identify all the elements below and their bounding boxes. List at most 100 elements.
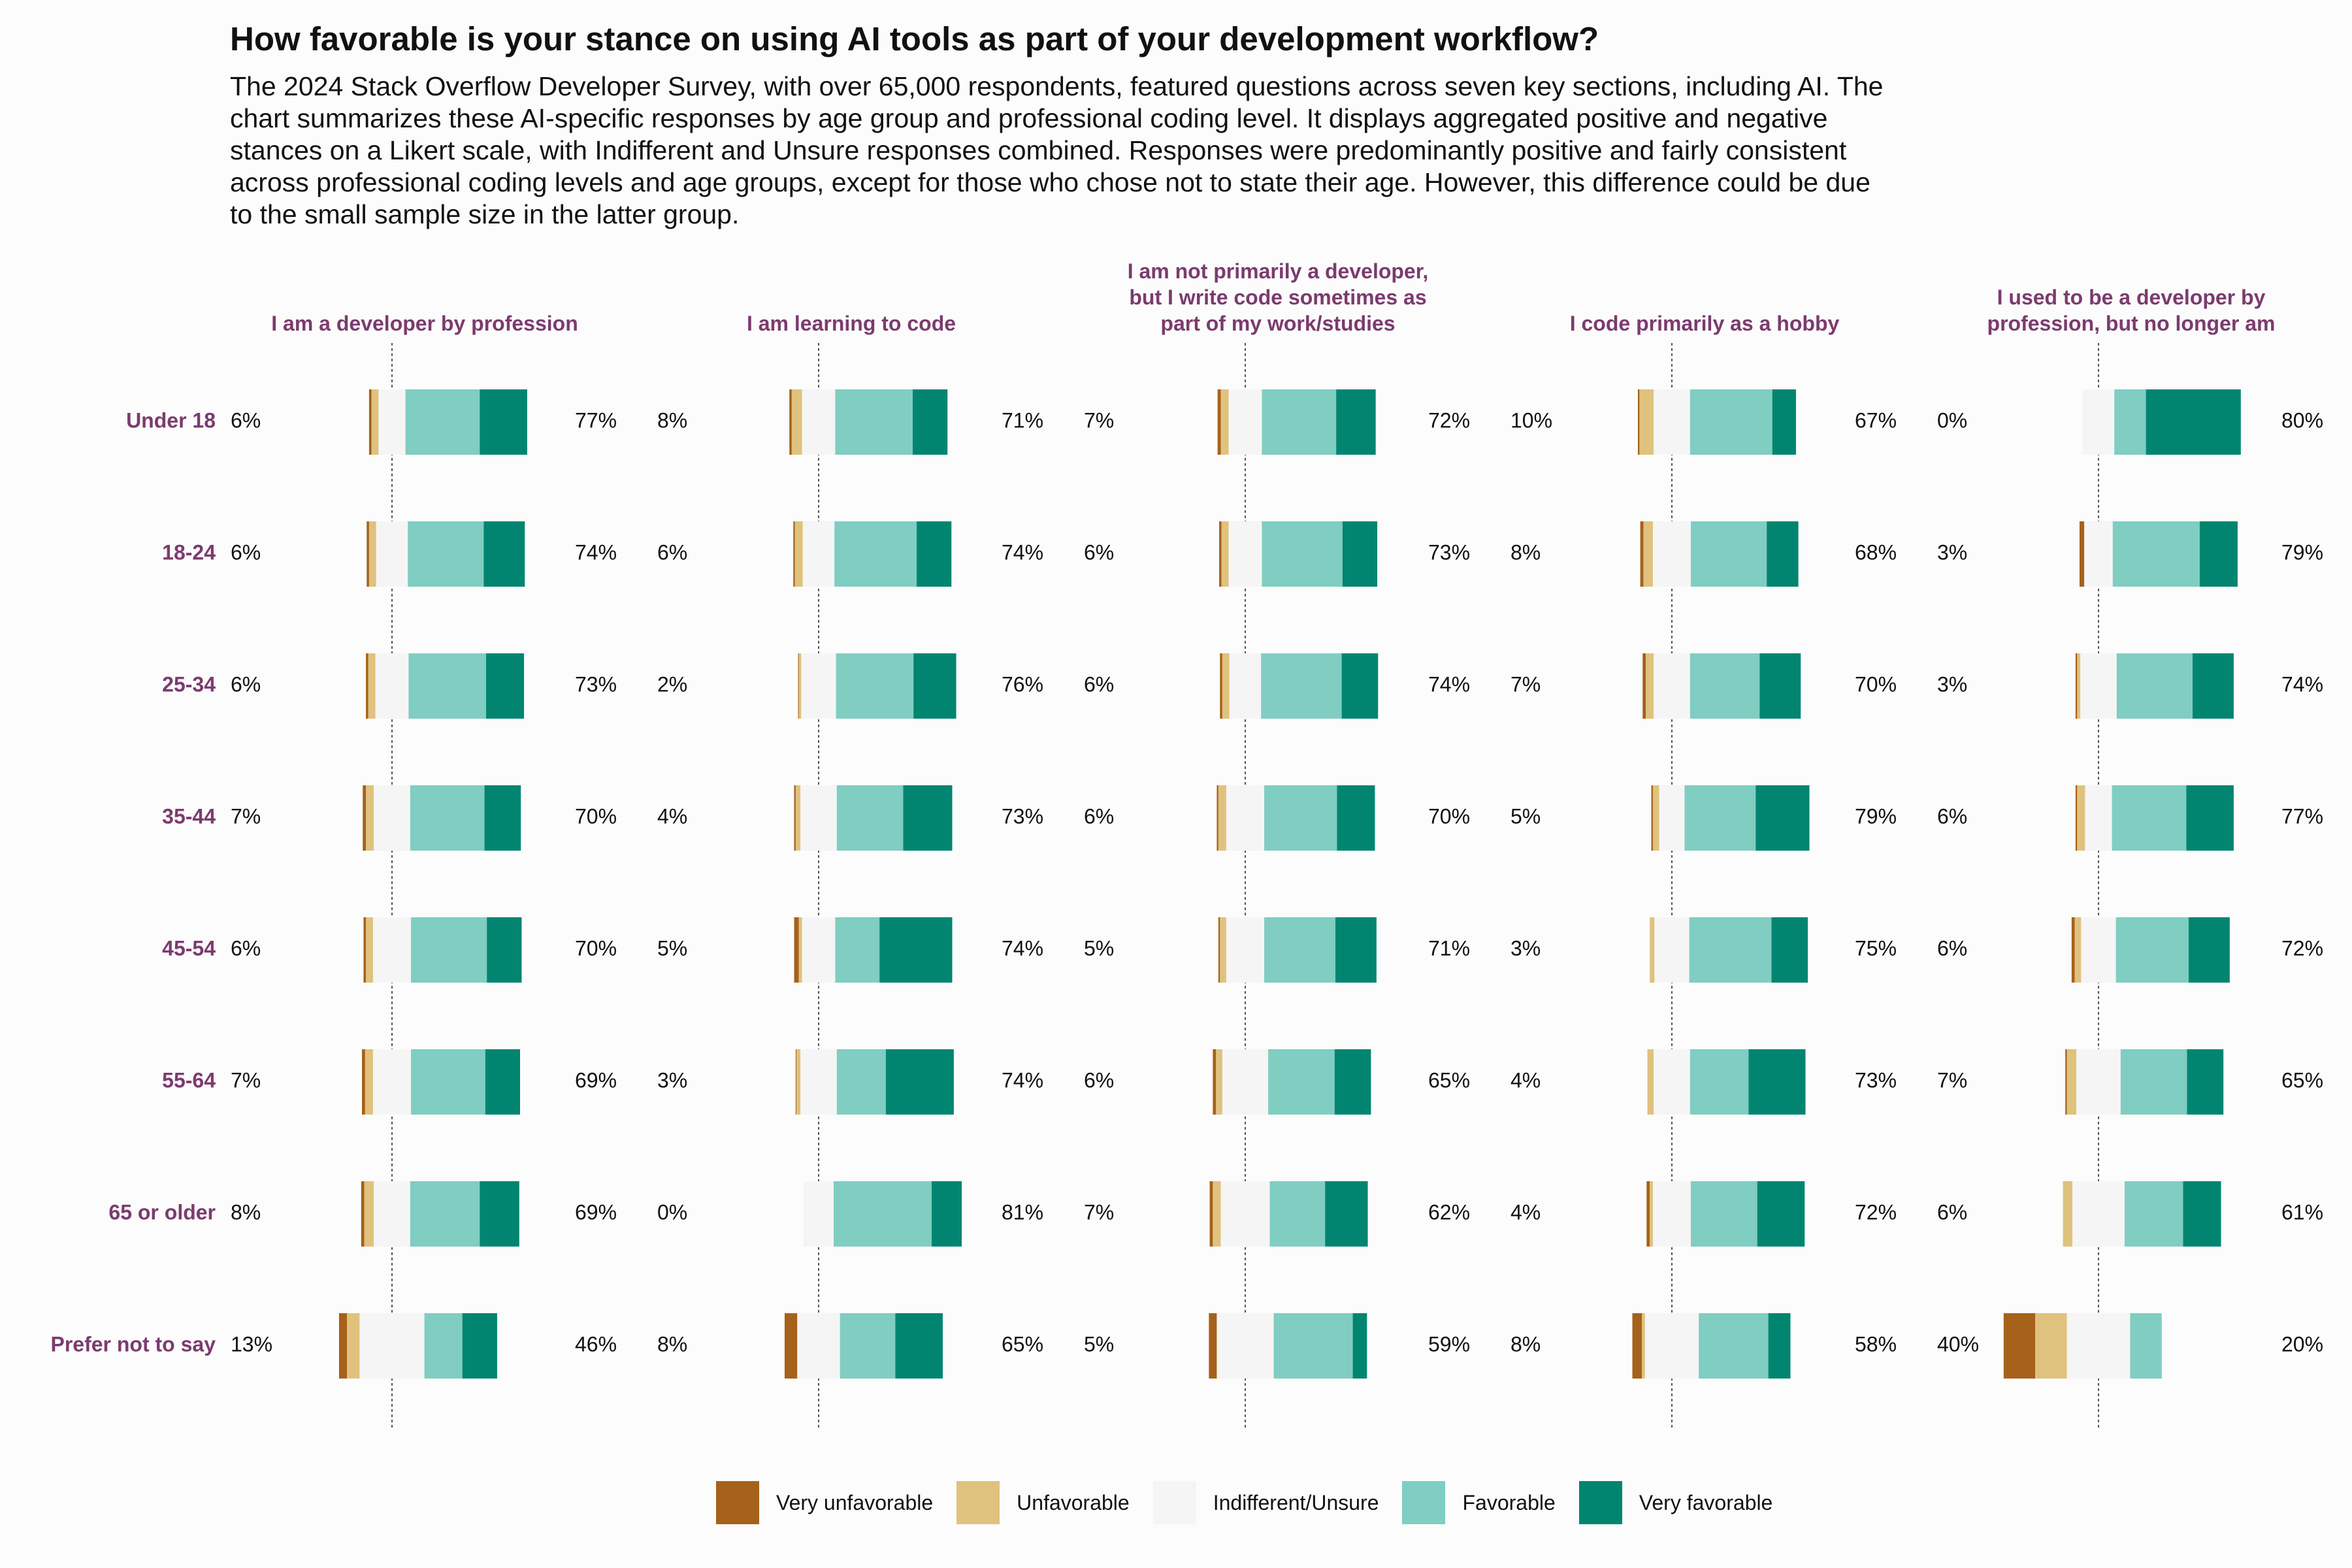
legend-label: Indifferent/Unsure <box>1213 1490 1379 1514</box>
positive-pct-label: 74% <box>1002 1068 1043 1092</box>
positive-pct-label: 46% <box>575 1332 617 1356</box>
legend-item-very-unfavorable: Very unfavorable <box>716 1481 933 1524</box>
bar-segment-indifferent-unsure <box>2084 521 2113 587</box>
bar-segment-indifferent-unsure <box>800 1049 837 1115</box>
negative-pct-label: 10% <box>1511 408 1552 432</box>
positive-pct-label: 73% <box>1428 540 1470 564</box>
negative-pct-label: 7% <box>1084 408 1114 432</box>
legend: Very unfavorable Unfavorable Indifferent… <box>716 1480 1796 1526</box>
bar-segment-very-favorable <box>2187 1049 2224 1115</box>
subtitle-line: to the small sample size in the latter g… <box>230 199 740 229</box>
negative-pct-label: 3% <box>1937 672 1967 696</box>
bar-segment-indifferent-unsure <box>359 1313 425 1379</box>
subtitle-line: chart summarizes these AI-specific respo… <box>230 103 1828 133</box>
bar-segment-indifferent-unsure <box>2085 785 2112 851</box>
bar-segment-indifferent-unsure <box>1217 1313 1274 1379</box>
bar-segment-unfavorable <box>2077 785 2085 851</box>
positive-pct-label: 65% <box>1002 1332 1043 1356</box>
bar-segment-indifferent-unsure <box>800 785 837 851</box>
bar-segment-very-unfavorable <box>363 785 367 851</box>
positive-pct-label: 70% <box>575 804 617 828</box>
bar-segment-very-favorable <box>1748 1049 1806 1115</box>
bar-segment-indifferent-unsure <box>797 1313 840 1379</box>
bar-segment-very-favorable <box>895 1313 943 1379</box>
negative-pct-label: 5% <box>1511 804 1541 828</box>
positive-pct-label: 69% <box>575 1068 617 1092</box>
row-label: 35-44 <box>162 804 216 828</box>
bar-segment-favorable <box>408 653 486 719</box>
likert-chart: Under 18 18-24 25-34 35-44 45-54 55-64 65 or o… <box>50 259 2323 1428</box>
row-label: 45-54 <box>162 936 216 960</box>
bar-segment-very-favorable <box>487 917 522 983</box>
bar-segment-very-unfavorable <box>2065 1049 2067 1115</box>
bar-segment-unfavorable <box>1220 389 1229 455</box>
bar-segment-unfavorable <box>791 389 802 455</box>
negative-pct-label: 5% <box>657 936 687 960</box>
bar-segment-favorable <box>1262 521 1343 587</box>
subtitle-line: across professional coding levels and ag… <box>230 167 1870 197</box>
legend-swatch <box>716 1481 759 1524</box>
bar-segment-very-favorable <box>932 1181 962 1247</box>
bar-segment-very-favorable <box>485 653 525 719</box>
legend-item-indifferent: Indifferent/Unsure <box>1152 1481 1379 1524</box>
negative-pct-label: 7% <box>1937 1068 1967 1092</box>
positive-pct-label: 61% <box>2281 1200 2323 1224</box>
legend-item-very-favorable: Very favorable <box>1578 1481 1772 1524</box>
bar-segment-very-favorable <box>913 653 956 719</box>
bar-segment-favorable <box>1264 785 1337 851</box>
facet-title: I am a developer by profession <box>271 312 578 335</box>
bar-segment-very-unfavorable <box>793 521 795 587</box>
bar-segment-very-unfavorable <box>1217 785 1218 851</box>
bar-segment-indifferent-unsure <box>1654 389 1690 455</box>
positive-pct-label: 71% <box>1428 936 1470 960</box>
bar-segment-favorable <box>840 1313 896 1379</box>
bar-segment-very-unfavorable <box>1209 1181 1213 1247</box>
bar-segment-indifferent-unsure <box>2080 653 2117 719</box>
bar-segment-unfavorable <box>1650 1181 1653 1247</box>
bar-segment-indifferent-unsure <box>802 389 836 455</box>
positive-pct-label: 20% <box>2281 1332 2323 1356</box>
bar-segment-very-favorable <box>885 1049 954 1115</box>
bar-segment-favorable <box>1264 917 1335 983</box>
negative-pct-label: 7% <box>231 1068 261 1092</box>
bar-segment-unfavorable <box>371 389 379 455</box>
bar-segment-favorable <box>2115 917 2189 983</box>
negative-pct-label: 5% <box>1084 936 1114 960</box>
bar-segment-favorable <box>1691 1181 1757 1247</box>
bar-segment-indifferent-unsure <box>1652 1181 1691 1247</box>
bar-segment-unfavorable <box>1220 917 1226 983</box>
bar-segment-unfavorable <box>1221 521 1229 587</box>
row-label: 65 or older <box>108 1200 216 1224</box>
bar-segment-favorable <box>1690 653 1760 719</box>
positive-pct-label: 62% <box>1428 1200 1470 1224</box>
positive-pct-label: 70% <box>1428 804 1470 828</box>
bar-segment-favorable <box>833 1181 932 1247</box>
negative-pct-label: 0% <box>1937 408 1967 432</box>
bar-segment-unfavorable <box>1646 653 1654 719</box>
bar-segment-very-favorable <box>480 1181 519 1247</box>
bar-segment-very-favorable <box>2183 1181 2221 1247</box>
bar-segment-favorable <box>1273 1313 1353 1379</box>
bar-segment-very-favorable <box>1341 653 1379 719</box>
bar-segment-favorable <box>836 653 914 719</box>
positive-pct-label: 70% <box>1855 672 1897 696</box>
bar-segment-favorable <box>835 389 913 455</box>
bar-segment-indifferent-unsure <box>804 1181 834 1247</box>
bar-segment-indifferent-unsure <box>1644 1313 1699 1379</box>
row-label: Under 18 <box>126 408 216 432</box>
positive-pct-label: 65% <box>2281 1068 2323 1092</box>
bar-segment-very-favorable <box>1768 1313 1791 1379</box>
bar-segment-very-favorable <box>2199 521 2238 587</box>
negative-pct-label: 8% <box>1511 1332 1541 1356</box>
bar-segment-favorable <box>1691 521 1767 587</box>
bar-segment-favorable <box>1690 1049 1749 1115</box>
positive-pct-label: 74% <box>1002 540 1043 564</box>
negative-pct-label: 6% <box>1937 936 1967 960</box>
legend-swatch <box>956 1481 1000 1524</box>
positive-pct-label: 80% <box>2281 408 2323 432</box>
bar-segment-unfavorable <box>1652 785 1659 851</box>
negative-pct-label: 6% <box>231 936 261 960</box>
bar-segment-very-favorable <box>2192 653 2234 719</box>
bar-segment-favorable <box>2112 785 2187 851</box>
negative-pct-label: 2% <box>657 672 687 696</box>
